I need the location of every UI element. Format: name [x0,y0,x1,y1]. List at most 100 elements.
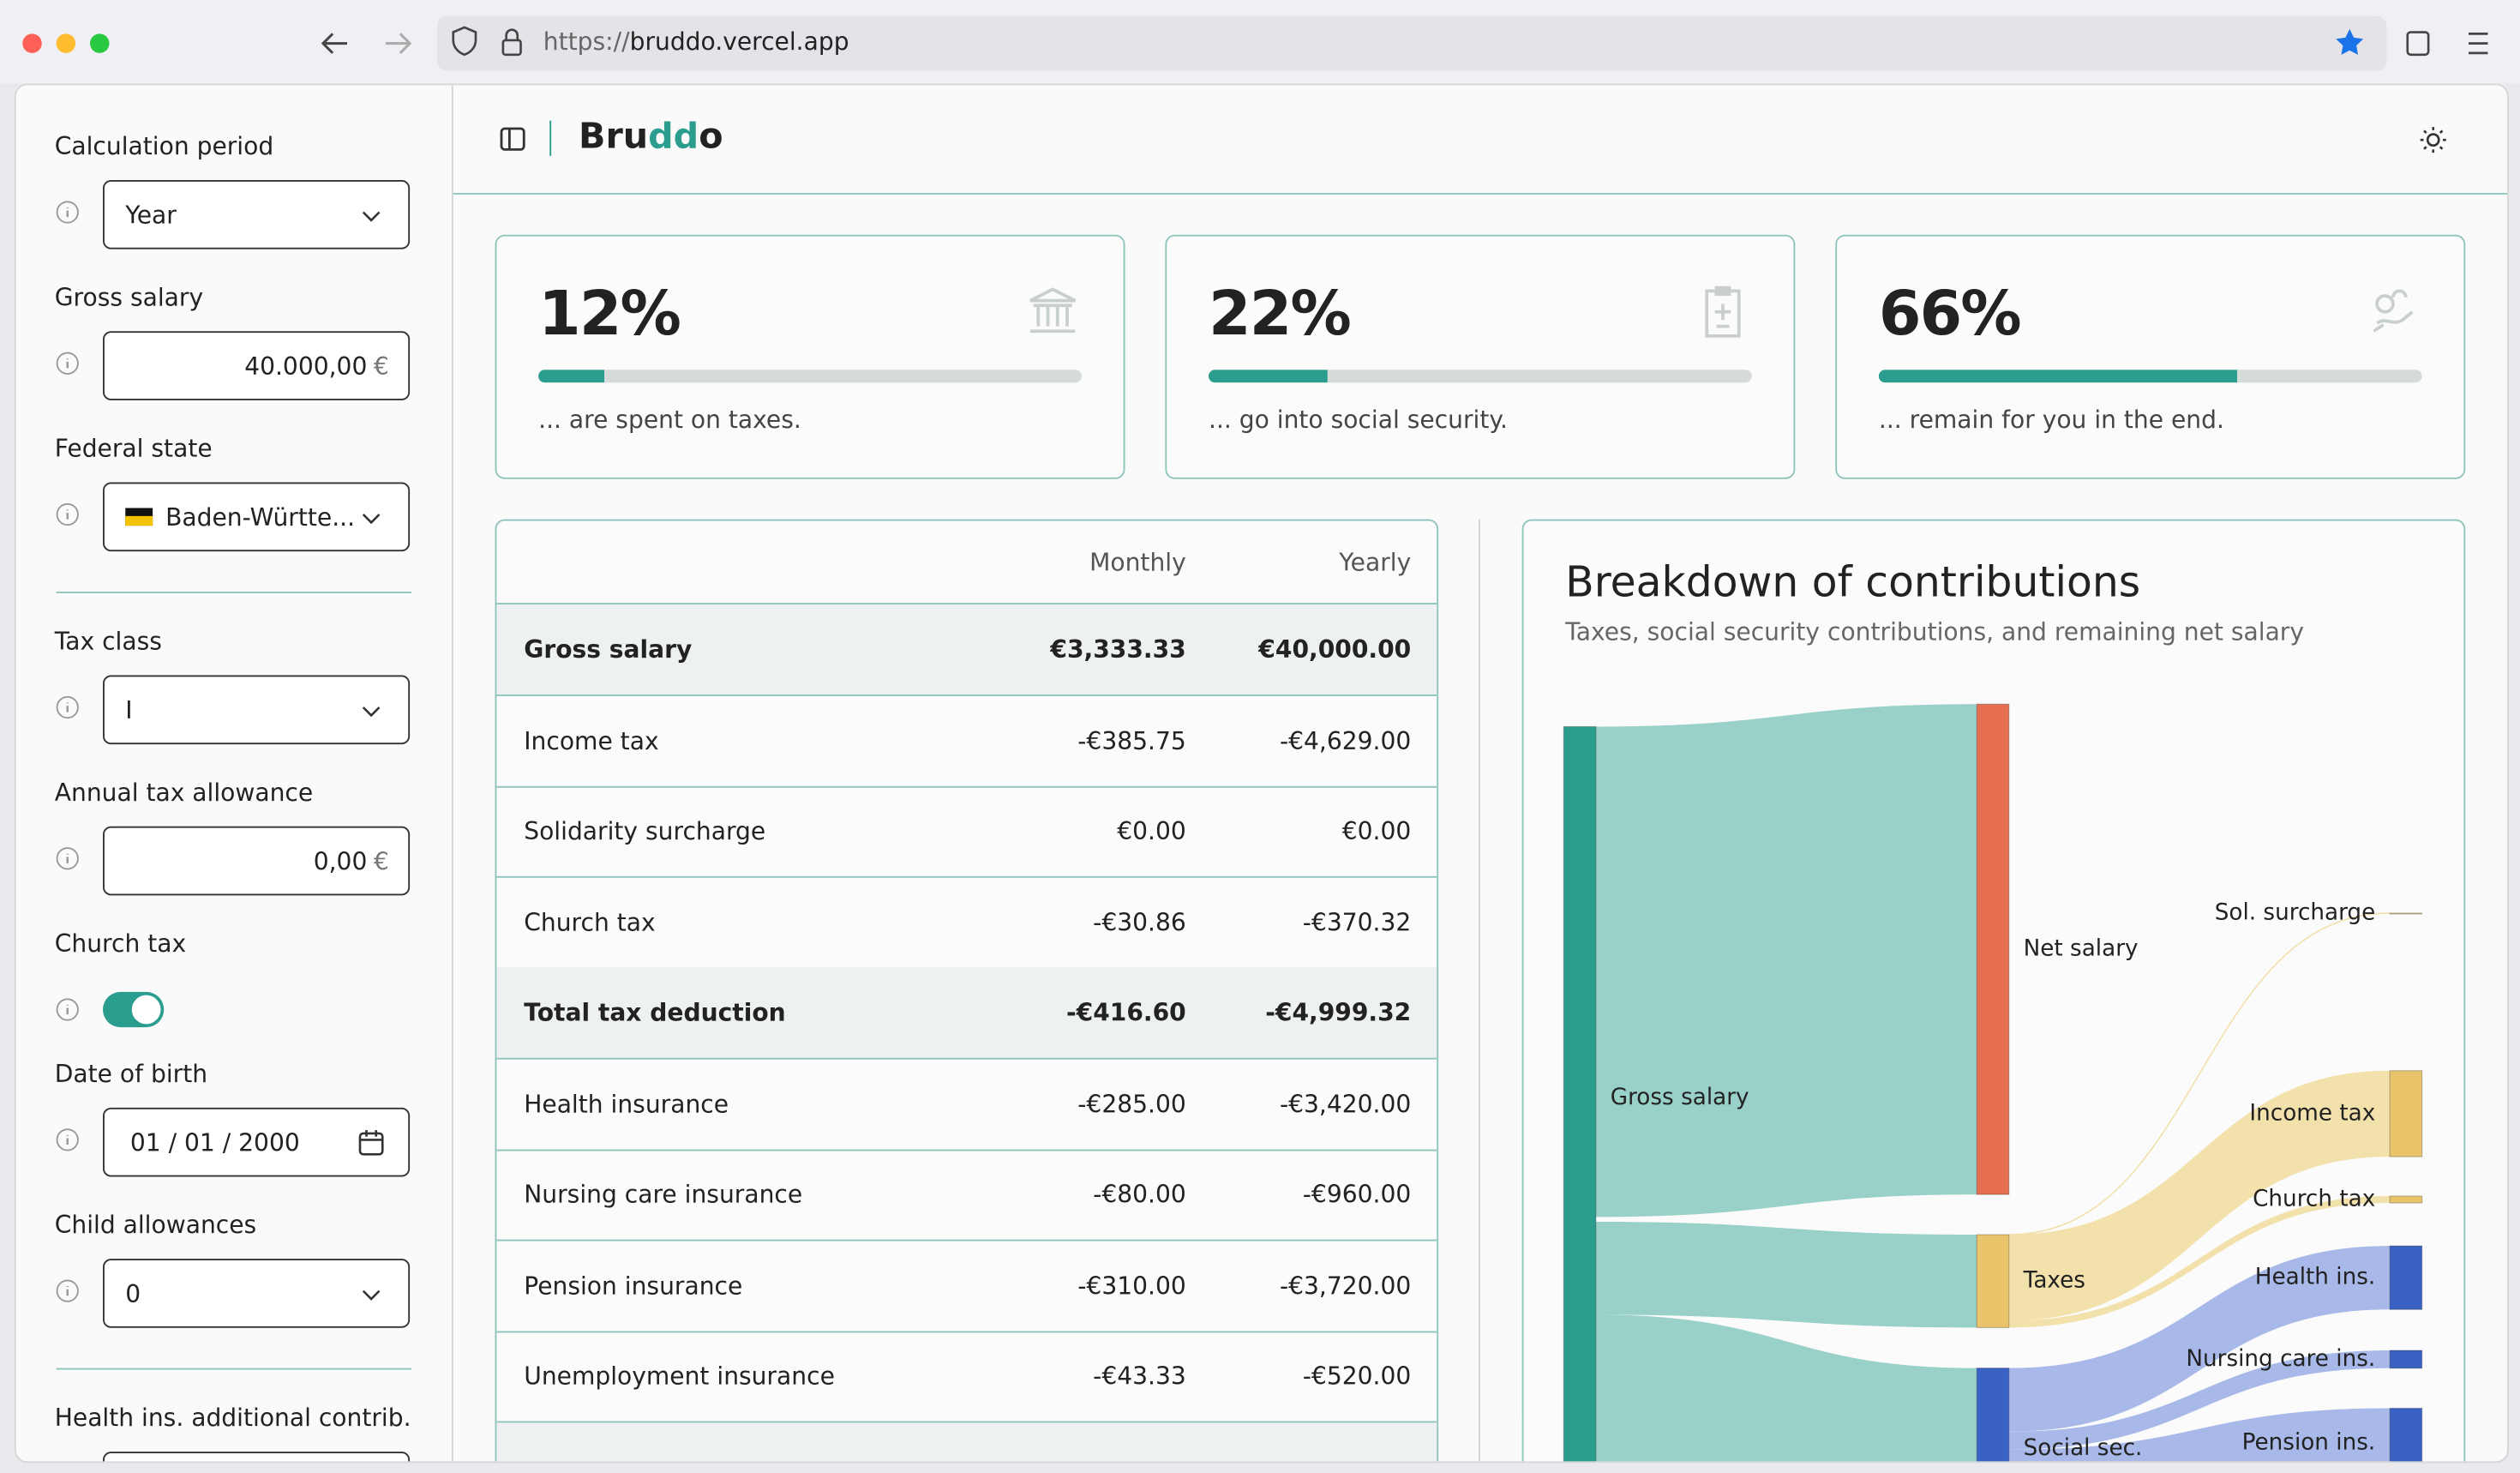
field-label: Health ins. additional contrib. [54,1403,411,1433]
info-icon [55,200,81,225]
url-host: bruddo.vercel.app [629,27,849,57]
sankey-node [2389,1195,2423,1204]
info-circle [56,352,79,375]
stat-card: 12% ... are spent on taxes. [495,234,1125,479]
field-label: Church tax [54,929,187,959]
stat-caption: ... are spent on taxes. [538,405,801,435]
sidebar: Calculation period Year Gross salary 40.000… [16,85,453,1462]
control-value: Baden-Württe... [165,502,356,532]
info-circle [56,847,79,870]
table-row [496,1422,1437,1462]
info-circle [56,1279,79,1302]
sankey-node [2389,1070,2423,1157]
stat-value: 22% [1209,278,1352,349]
sankey-label: Income tax [2249,1100,2375,1126]
form-control[interactable]: Year [103,180,411,250]
row-label: Unemployment insurance [524,1362,835,1391]
yearly: €40,000.00 [1258,634,1412,664]
info-circle [56,1128,79,1151]
app-window: Calculation period Year Gross salary 40.000… [14,83,2509,1464]
control-value: 01 / 01 / 2000 [129,1128,300,1157]
sankey-link [1595,1314,1977,1462]
brand-text: o [699,117,723,158]
info-icon [55,694,81,720]
form-control[interactable] [103,1452,411,1462]
unit: € [373,847,389,876]
progress-bar [1209,370,1329,383]
form-control[interactable]: Baden-Württe... [103,482,411,552]
field-label: Child allowances [54,1210,257,1240]
divider [56,1368,411,1370]
icon [1029,287,1077,334]
form-control[interactable]: 0,00 € [103,826,411,896]
sidebar-toggle[interactable] [498,123,531,156]
table-row: Nursing care insurance -€80.00 -€960.00 [496,1150,1437,1242]
url-scheme: https:// [543,27,630,57]
monthly: €3,333.33 [1050,634,1186,664]
sankey-label: Health ins. [2255,1265,2376,1290]
chart-subtitle: Taxes, social security contributions, an… [1565,617,2305,646]
form-control[interactable]: I [103,675,411,745]
stat-value: 66% [1878,278,2022,349]
table-row: Health insurance -€285.00 -€3,420.00 [496,1059,1437,1151]
monthly: -€80.00 [1093,1180,1186,1209]
separator [549,120,552,156]
monthly: -€416.60 [1065,998,1186,1028]
table-row: Unemployment insurance -€43.33 -€520.00 [496,1332,1437,1423]
info-icon [55,1127,81,1152]
sankey: Gross salary Net salary Taxes Social sec. So… [1563,703,2423,1462]
divider [56,592,411,593]
chevron [362,706,381,718]
stat-caption: ... go into social security. [1209,405,1508,435]
field-label: Tax class [54,627,162,656]
calendar [358,1132,384,1156]
info-circle [56,998,79,1021]
row-label: Nursing care insurance [524,1180,803,1209]
stat-icon [1023,281,1082,340]
sankey-label: Nursing care ins. [2186,1346,2375,1372]
info-icon [55,502,81,527]
form-control[interactable]: 0 [103,1259,411,1328]
info-circle [56,201,79,224]
sankey-node [2389,1245,2423,1310]
control-icon [357,696,386,725]
info-circle [56,502,79,526]
flag [125,508,153,526]
toggle[interactable] [103,991,165,1028]
sankey-link [1595,1222,1977,1328]
yearly: -€520.00 [1302,1362,1412,1391]
control-value: 0 [125,1279,141,1309]
table-row: Solidarity surcharge €0.00 €0.00 [496,786,1437,878]
chart-title: Breakdown of contributions [1565,559,2141,608]
progress-bar [538,370,604,383]
form-control[interactable]: 01 / 01 / 2000 [103,1107,411,1177]
yearly: -€370.32 [1302,907,1412,937]
yearly: -€3,420.00 [1279,1089,1412,1119]
url[interactable]: https://bruddo.vercel.app [543,27,849,57]
theme-toggle[interactable] [2417,123,2450,156]
sankey-node [1976,1368,2010,1462]
row-label: Health insurance [524,1089,729,1119]
control-value: Year [125,201,177,231]
chevron [362,211,381,222]
yearly: €0.00 [1341,816,1412,846]
monthly: -€30.86 [1093,907,1186,937]
form-control[interactable]: 40.000,00 € [103,331,411,400]
sankey-label: Taxes [2023,1268,2085,1294]
icon [1705,286,1741,338]
monthly: -€285.00 [1077,1089,1186,1119]
sankey-link [1595,704,1977,1217]
stat-value: 12% [538,278,681,349]
sankey-label: Sol. surcharge [2215,900,2376,926]
toolbar-icons [22,15,2488,71]
info-circle [56,695,79,719]
table-row: Income tax -€385.75 -€4,629.00 [496,695,1437,787]
progress-track [1209,370,1752,383]
brand: Bruddo [579,117,723,158]
divider [1479,519,1480,1462]
calendar-top [360,1130,383,1141]
field-label: Calculation period [54,131,274,161]
sankey-label: Pension ins. [2242,1429,2376,1455]
sankey-label: Gross salary [1611,1085,1749,1110]
